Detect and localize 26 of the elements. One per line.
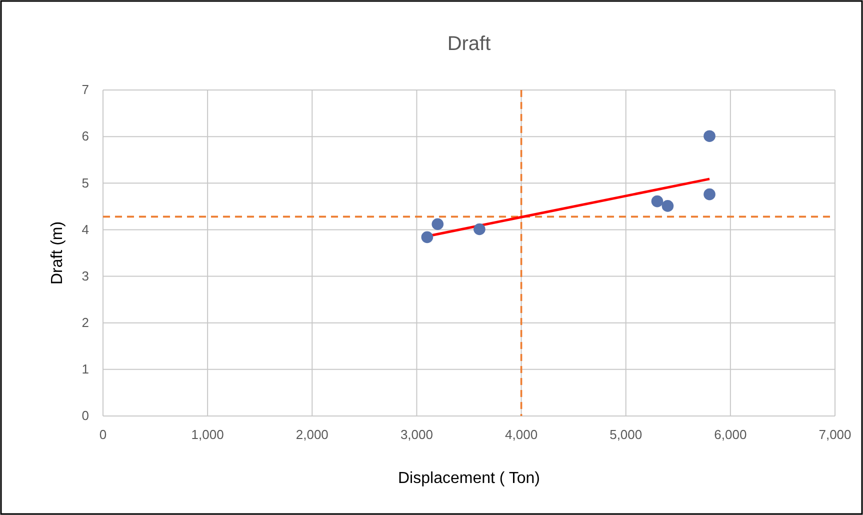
y-tick-label: 4 (82, 222, 89, 237)
x-tick-label: 1,000 (191, 427, 224, 442)
y-tick-label: 2 (82, 315, 89, 330)
x-tick-label: 4,000 (505, 427, 538, 442)
point (474, 223, 486, 236)
x-tick-label: 6,000 (714, 427, 747, 442)
x-tick-label: 0 (99, 427, 107, 442)
point (421, 231, 434, 244)
point (432, 218, 444, 230)
point (662, 200, 674, 212)
y-tick-label: 6 (82, 128, 89, 144)
chart-title: Draft (447, 33, 492, 55)
point (704, 188, 716, 200)
y-tick-label: 7 (82, 82, 89, 98)
x-axis-title: Displacement ( Ton) (398, 470, 540, 487)
x-tick-label: 5,000 (610, 427, 642, 442)
y-tick-label: 0 (82, 408, 89, 424)
x-tick-label: 7,000 (818, 427, 852, 442)
y-tick-label: 3 (82, 268, 89, 284)
y-tick-label: 5 (82, 175, 89, 190)
point (651, 195, 664, 208)
point (704, 130, 716, 142)
y-axis-title: Draft (m) (49, 221, 66, 285)
x-tick-label: 2,000 (296, 427, 328, 442)
y-tick-label: 1 (82, 362, 89, 377)
x-tick-label: 3,000 (400, 427, 433, 442)
